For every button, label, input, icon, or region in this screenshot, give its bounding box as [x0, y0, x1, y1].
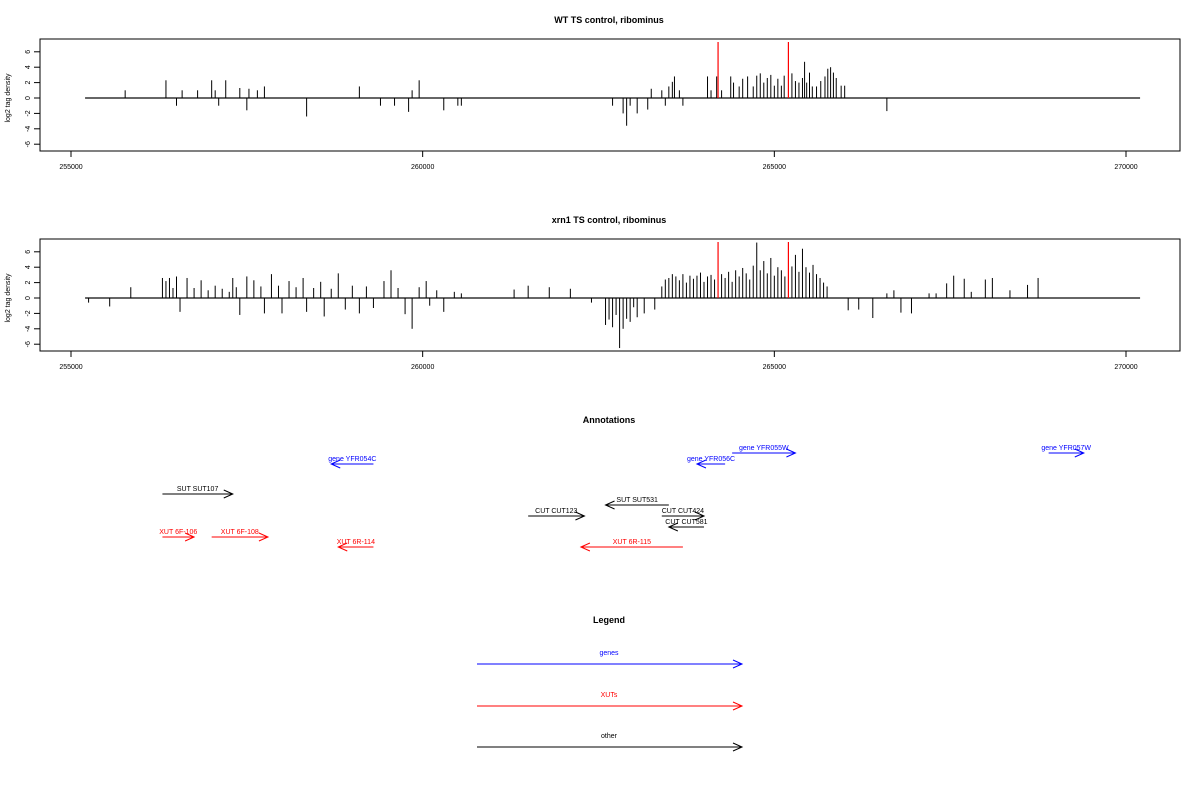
y-tick-label: 0: [25, 296, 32, 300]
arrow-head: [184, 532, 196, 542]
y-tick-label: 6: [25, 50, 32, 54]
annotation-feature: CUT CUT581: [665, 519, 708, 532]
annotation-label: CUT CUT424: [662, 508, 704, 515]
arrow-head: [732, 742, 744, 752]
x-tick-label: 255000: [59, 164, 82, 171]
y-tick-label: 0: [25, 96, 32, 100]
x-tick-label: 260000: [411, 364, 434, 371]
annotation-feature: XUT 6F-108: [211, 529, 270, 542]
chart-panel-1: WT TS control, ribominus -6 -4 -2 0 2 4 6 log2 t…: [5, 15, 1181, 171]
legend-title: Legend: [593, 615, 625, 625]
legend-label: XUTs: [601, 692, 618, 699]
annotation-label: XUT 6F-106: [159, 529, 197, 536]
annotation-arrow: [604, 500, 669, 510]
annotation-arrow: [211, 532, 270, 542]
arrow-head: [575, 511, 586, 521]
annotations-title: Annotations: [583, 415, 636, 425]
annotation-label: XUT 6R-114: [337, 539, 375, 546]
y-tick-label: -4: [25, 126, 32, 132]
chart-title: xrn1 TS control, ribominus: [552, 215, 667, 225]
arrow-head: [732, 701, 744, 711]
annotation-feature: gene YFR056C: [687, 456, 735, 469]
annotations-panel: Annotations gene YFR054C gene YFR055W gene …: [159, 415, 1091, 552]
annotation-feature: XUT 6R-115: [579, 539, 683, 552]
legend-item: genes: [477, 650, 744, 669]
y-tick-label: 2: [25, 81, 32, 85]
legend-arrow: [477, 742, 744, 752]
legend-item: other: [477, 733, 744, 752]
x-tick-label: 270000: [1114, 164, 1137, 171]
annotation-arrow: [162, 489, 234, 499]
annotation-feature: CUT CUT123: [528, 508, 586, 521]
x-tick-label: 270000: [1114, 364, 1137, 371]
annotation-label: CUT CUT581: [665, 519, 707, 526]
annotation-label: SUT SUT531: [616, 497, 658, 504]
arrow-head: [732, 659, 744, 669]
annotation-label: SUT SUT107: [177, 486, 219, 493]
x-tick-label: 260000: [411, 164, 434, 171]
x-tick-label: 255000: [59, 364, 82, 371]
arrow-head: [223, 489, 234, 499]
arrow-head: [694, 511, 706, 521]
y-axis-label: log2 tag density: [5, 73, 12, 123]
y-tick-label: -2: [25, 310, 32, 316]
annotation-feature: gene YFR057W: [1041, 445, 1091, 458]
arrow-head: [667, 522, 679, 532]
x-tick-label: 265000: [763, 364, 786, 371]
annotation-label: XUT 6F-108: [221, 529, 259, 536]
annotation-feature: CUT CUT424: [661, 508, 706, 521]
annotation-feature: gene YFR055W: [732, 445, 797, 458]
legend-arrow: [477, 701, 744, 711]
y-tick-label: 6: [25, 250, 32, 254]
arrow-head: [786, 448, 797, 458]
y-axis-label: log2 tag density: [5, 273, 12, 323]
annotation-feature: SUT SUT531: [604, 497, 669, 510]
annotation-label: gene YFR056C: [687, 456, 735, 463]
x-tick-label: 265000: [763, 164, 786, 171]
annotation-arrow: [337, 542, 374, 552]
legend-panel: Legend genes XUTs other: [477, 615, 744, 752]
annotation-arrow: [528, 511, 586, 521]
annotation-feature: SUT SUT107: [162, 486, 234, 499]
annotation-arrow: [162, 532, 196, 542]
annotation-feature: XUT 6F-106: [159, 529, 197, 542]
annotation-label: gene YFR057W: [1041, 445, 1091, 452]
annotation-arrow: [330, 459, 374, 469]
y-tick-label: -4: [25, 326, 32, 332]
annotation-arrow: [695, 459, 726, 469]
arrow-head: [604, 500, 615, 510]
annotation-arrow: [1048, 448, 1086, 458]
y-tick-label: -6: [25, 341, 32, 347]
y-tick-label: 4: [25, 65, 32, 69]
legend-label: genes: [599, 650, 619, 657]
y-tick-label: 4: [25, 265, 32, 269]
annotation-label: CUT CUT123: [535, 508, 577, 515]
y-tick-label: -6: [25, 141, 32, 147]
arrow-head: [330, 459, 341, 469]
annotation-arrow: [732, 448, 797, 458]
annotation-label: gene YFR055W: [739, 445, 789, 452]
chart-panel-2: xrn1 TS control, ribominus -6 -4 -2 0 2 4 6 log2…: [5, 215, 1181, 371]
annotation-label: XUT 6R-115: [613, 539, 651, 546]
chart-title: WT TS control, ribominus: [554, 15, 664, 25]
legend-label: other: [601, 733, 618, 740]
annotation-feature: XUT 6R-114: [337, 539, 375, 552]
annotation-label: gene YFR054C: [328, 456, 376, 463]
y-tick-label: 2: [25, 281, 32, 285]
arrow-head: [1074, 448, 1086, 458]
annotation-feature: gene YFR054C: [328, 456, 376, 469]
annotation-arrow: [579, 542, 683, 552]
annotation-arrow: [661, 511, 706, 521]
plot-frame: [39, 238, 1181, 352]
legend-item: XUTs: [477, 692, 744, 711]
y-tick-label: -2: [25, 110, 32, 116]
arrow-head: [695, 459, 707, 469]
annotation-arrow: [667, 522, 704, 532]
arrow-head: [579, 542, 591, 552]
plot-frame: [39, 38, 1181, 152]
arrow-head: [258, 532, 270, 542]
legend-arrow: [477, 659, 744, 669]
arrow-head: [337, 542, 348, 552]
